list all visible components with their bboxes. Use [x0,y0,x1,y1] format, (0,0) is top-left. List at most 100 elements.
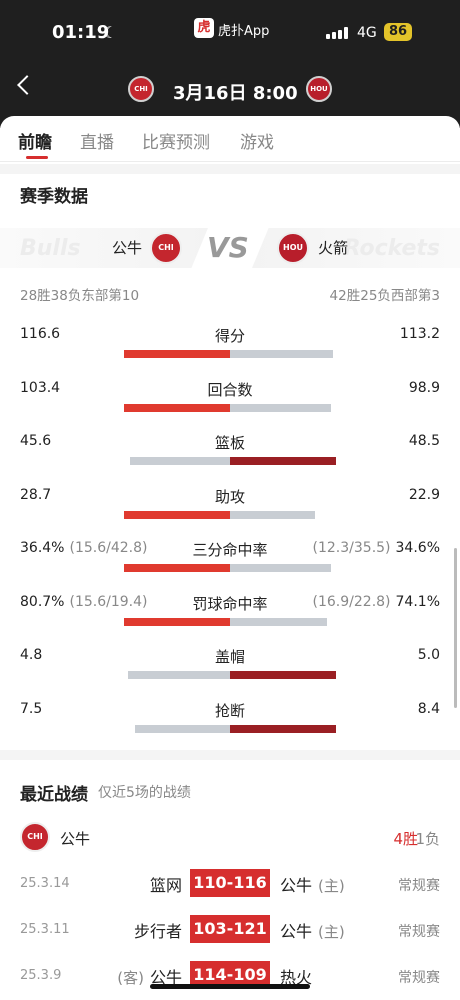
game-score: 103-121 [190,915,270,943]
away-stat-bar [230,404,331,412]
recent-team-name: 公牛 [60,828,90,849]
home-stat-bar [130,457,230,465]
away-value: 48.5 [409,433,440,449]
away-team-logo-icon: HOU [306,76,332,102]
home-stat-bar [135,725,230,733]
right-team-name: 公牛 [280,922,312,941]
vs-band: Bulls Rockets 公牛 CHI VS HOU 火箭 [0,222,460,274]
recent-team-row: CHI 公牛 4胜 1负 [20,822,440,852]
left-team-name: 篮网 [150,876,182,895]
game-date: 25.3.9 [20,968,61,983]
tab-preview[interactable]: 前瞻 [18,128,52,153]
away-record: 42胜25负西部第3 [330,284,440,304]
away-stat-bar [230,457,336,465]
home-stat-value: 7.5 [20,701,42,717]
away-value: 34.6% [396,540,440,556]
wins-count: 4胜 [393,828,418,849]
away-value: 5.0 [418,647,440,663]
away-stat-value: 98.9 [409,380,440,396]
network-label: 4G [357,25,377,41]
away-sub-value: (12.3/35.5) [313,540,391,556]
back-arrow-icon[interactable] [17,75,37,95]
stat-label: 三分命中率 [130,539,330,560]
away-stat-bar [230,671,336,679]
home-stat-bar [128,671,230,679]
moon-icon: ☾ [103,23,117,42]
stat-label: 抢断 [130,700,330,721]
home-stat-bar [124,350,230,358]
stat-label: 得分 [130,325,330,346]
game-score: 110-116 [190,869,270,897]
home-value: 7.5 [20,701,42,717]
away-value: 22.9 [409,487,440,503]
stat-row: 116.6 得分 113.2 [0,318,460,372]
tab-bar: 前瞻 直播 比赛预测 游戏 [0,116,460,162]
away-sub-value: (16.9/22.8) [313,594,391,610]
game-row[interactable]: 25.3.9 (客) 公牛 114-109 热火 常规赛 [0,954,460,998]
home-team-name: 公牛 [112,237,142,258]
home-record: 28胜38负东部第10 [20,284,139,304]
section-title-recent: 最近战绩 [20,780,88,805]
left-team-name: 步行者 [134,922,182,941]
tab-prediction[interactable]: 比赛预测 [142,128,210,153]
status-bar: 01:19 ☾ 虎 虎扑App 4G 86 [0,22,460,48]
stat-label: 罚球命中率 [130,593,330,614]
battery-indicator: 86 [384,23,412,41]
away-ghost-name: Rockets [344,236,440,261]
tab-game[interactable]: 游戏 [240,128,274,153]
left-team: 篮网 [150,872,182,896]
game-row[interactable]: 25.3.14 篮网 110-116 公牛 (主) 常规赛 [0,862,460,906]
home-team-logo-icon: CHI [128,76,154,102]
away-stat-value: (12.3/35.5) 34.6% [313,540,440,556]
away-stat-value: 48.5 [409,433,440,449]
away-stat-value: 22.9 [409,487,440,503]
app-logo-icon: 虎 [194,18,214,38]
game-date: 25.3.14 [20,876,70,891]
away-value: 98.9 [409,380,440,396]
stat-row: 7.5 抢断 8.4 [0,693,460,747]
away-stat-bar [230,511,315,519]
home-tag: (主) [318,923,345,941]
home-stat-bar [124,564,230,572]
home-value: 36.4% [20,540,64,556]
home-stat-bar [124,511,230,519]
stat-row: 103.4 回合数 98.9 [0,372,460,426]
away-stat-value: 5.0 [418,647,440,663]
stat-label: 篮板 [130,432,330,453]
section-divider [0,750,460,760]
game-type: 常规赛 [398,967,440,987]
game-row[interactable]: 25.3.11 步行者 103-121 公牛 (主) 常规赛 [0,908,460,952]
home-stat-value: 4.8 [20,647,42,663]
tab-live[interactable]: 直播 [80,128,114,153]
home-team-badge-icon: CHI [150,232,182,264]
left-team: 步行者 [134,918,182,942]
stat-row: 4.8 盖帽 5.0 [0,639,460,693]
section-title-season: 赛季数据 [20,182,88,207]
home-value: 80.7% [20,594,64,610]
stat-row: 80.7% (15.6/19.4) 罚球命中率 (16.9/22.8) 74.1% [0,586,460,640]
home-value: 103.4 [20,380,60,396]
recent-subtitle: 仅近5场的战绩 [98,782,191,802]
home-ghost-name: Bulls [20,236,81,261]
right-team: 公牛 (主) [280,872,345,896]
home-stat-value: 80.7% (15.6/19.4) [20,594,147,610]
home-stat-value: 28.7 [20,487,51,503]
away-tag: (客) [117,969,144,987]
stat-label: 回合数 [130,379,330,400]
stat-row: 36.4% (15.6/42.8) 三分命中率 (12.3/35.5) 34.6% [0,532,460,586]
active-tab-indicator [26,156,48,159]
stat-label: 盖帽 [130,646,330,667]
stat-row: 45.6 篮板 48.5 [0,425,460,479]
game-type: 常规赛 [398,921,440,941]
app-name: 虎扑App [218,20,269,39]
away-value: 74.1% [396,594,440,610]
scrollbar[interactable] [454,548,457,708]
game-date: 25.3.11 [20,922,70,937]
losses-count: 1负 [415,828,440,849]
home-value: 116.6 [20,326,60,342]
away-team-name: 火箭 [318,237,348,258]
home-tag: (主) [318,877,345,895]
away-stat-bar [230,618,327,626]
home-value: 45.6 [20,433,51,449]
section-divider [0,164,460,174]
